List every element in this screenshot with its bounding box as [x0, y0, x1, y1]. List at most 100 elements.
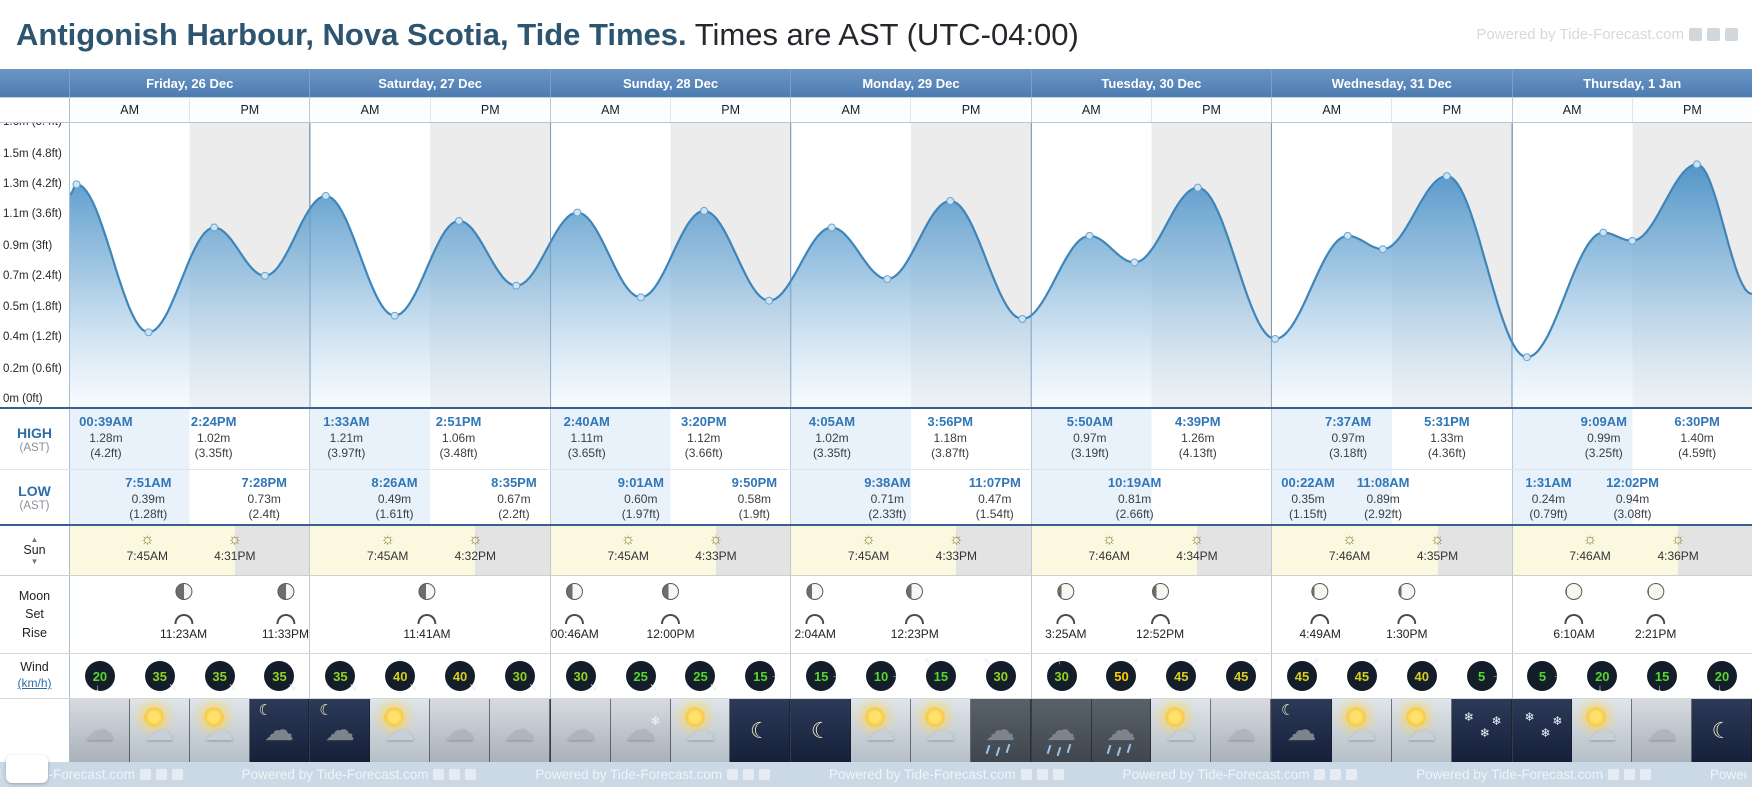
footer-powered-by-text[interactable]: Powered by Tide-Forecast.com: [1709, 767, 1746, 782]
sunrise-time: 7:46AM: [1569, 549, 1611, 563]
high-tide-entry: 2:24PM 1.02m (3.35ft): [191, 414, 237, 462]
high-tide-time: 00:39AM: [79, 414, 133, 429]
social-icon[interactable]: [1640, 769, 1652, 780]
y-axis-label: 0.9m (3ft): [3, 240, 53, 253]
high-tide-entry: 5:50AM 0.97m (3.19ft): [1067, 414, 1113, 462]
day-headers: Friday, 26 Dec Saturday, 27 Dec Sunday, 28…: [70, 69, 1752, 97]
y-axis-label: 0.7m (2.4ft): [3, 270, 62, 283]
low-tide-time: 7:28PM: [241, 475, 287, 490]
sun-day-cell: ☼ 7:45AM ☼ 4:31PM: [70, 526, 310, 575]
weather-icon-snow: ❄ ❄ ❄: [1512, 699, 1573, 762]
social-icon[interactable]: [171, 769, 183, 780]
wind-day-cell: 5 → 20 ↓ 15 ↓ 20 ↓: [1511, 654, 1752, 698]
weather-cells: ☁ ☁ ☁ ☾ ☁ ☾ ☁ ☁ ☁ ☁ ☁ ☁ ❄ ☁ ☾ ☾ ☁ ☁ ☁ ☁ ☁ ☁ ☁ ☾ ☁ ☁ ☁ ❄ ❄ ❄ ❄ ❄ ❄ ☁ ☁ ☾: [70, 699, 1752, 762]
moon-entry: 4:49AM: [1300, 583, 1341, 641]
weather-icon-sun-cloud: ☁: [1331, 699, 1392, 762]
footer-powered-by-link[interactable]: Powered by Tide-Forecast.com: [1123, 767, 1358, 782]
social-icon[interactable]: [1707, 28, 1720, 41]
wind-direction-arrow-icon: ↘: [288, 682, 297, 693]
footer-powered-by-link[interactable]: Powered by Tide-Forecast.com: [1416, 767, 1652, 782]
social-icon[interactable]: [1330, 769, 1342, 780]
social-icon[interactable]: [1624, 769, 1636, 780]
high-tide-time: 1:33AM: [323, 414, 370, 429]
social-icon[interactable]: [759, 769, 771, 780]
sunset-time: 4:36PM: [1657, 549, 1699, 563]
am-label: AM: [601, 103, 620, 117]
tide-curve: [69, 123, 1752, 407]
moon-entry: 2:04AM: [795, 583, 836, 641]
wind-direction-arrow-icon: ↑: [1056, 656, 1062, 667]
wind-speed-badge: 5 →: [1466, 661, 1502, 691]
wind-speed-badge: 15 →: [745, 661, 780, 691]
moon-time: 2:04AM: [794, 627, 836, 641]
social-icon[interactable]: [1036, 769, 1048, 780]
wind-direction-arrow-icon: ↓: [1717, 683, 1723, 694]
footer-powered-by-link[interactable]: Powered by Tide-Forecast.com: [535, 767, 771, 782]
weather-icon-moon: ☾: [730, 699, 791, 762]
footer-powered-by-link[interactable]: Powered by Tide-Forecast.com: [829, 767, 1064, 782]
powered-by-top[interactable]: Powered by Tide-Forecast.com: [1476, 26, 1738, 43]
high-tide-height-ft: (3.35ft): [812, 446, 851, 461]
day-header: Thursday, 1 Jan: [1511, 69, 1752, 97]
social-icon[interactable]: [465, 769, 477, 780]
footer-powered-by-link[interactable]: Powered by Tide-Forecast.com: [242, 767, 477, 782]
footer-powered-by-text[interactable]: Powered by Tide-Forecast.com: [1122, 767, 1310, 782]
weather-icon-sun-cloud: ☁: [1391, 699, 1452, 762]
wind-speed-value: 45: [1354, 668, 1370, 684]
low-tide-entry: 11:08AM 0.89m (2.92ft): [1357, 475, 1410, 523]
moon-phase-icon: [1647, 583, 1665, 600]
sun-icon: [1345, 707, 1366, 727]
wind-speed-badge: 25 ↘: [625, 661, 658, 693]
sunrise-icon: ☼: [139, 531, 155, 548]
footer-powered-by-text[interactable]: Powered by Tide-Forecast.com: [1416, 767, 1604, 782]
tide-point: [1599, 228, 1608, 237]
social-icon[interactable]: [743, 769, 755, 780]
social-icon[interactable]: [1020, 769, 1032, 780]
wind-speed-value: 15: [933, 668, 949, 684]
social-icon[interactable]: [139, 769, 151, 780]
tide-point: [260, 271, 269, 280]
weather-icon-rain: ☁: [970, 699, 1031, 762]
footer-powered-by-text[interactable]: Powered by Tide-Forecast.com: [828, 767, 1016, 782]
social-icon[interactable]: [155, 769, 167, 780]
social-icon[interactable]: [1314, 769, 1326, 780]
tide-point: [1442, 172, 1451, 180]
footer-powered-by-text[interactable]: Powered by Tide-Forecast.com: [241, 767, 429, 782]
social-icon[interactable]: [433, 769, 445, 780]
social-icon[interactable]: [1725, 28, 1738, 41]
weather-icon-cloud: ☁: [1211, 699, 1272, 762]
high-tide-time: 7:37AM: [1325, 414, 1372, 429]
social-icon[interactable]: [1608, 769, 1620, 780]
sunset-arrow-icon: ▼: [30, 557, 39, 567]
wind-day-cell: 45 ↗ 45 ↗ 40 ↗ 5 →: [1271, 654, 1511, 698]
footer-powered-by-text[interactable]: Powered by Tide-Forecast.com: [535, 767, 723, 782]
low-tide-time: 00:22AM: [1281, 475, 1335, 490]
social-icon[interactable]: [1052, 769, 1064, 780]
wind-day-cell: 30 ↑ 50 ↗ 45 ↗ 45 ↗: [1030, 654, 1271, 698]
tide-point: [1692, 160, 1701, 169]
wind-speed-badge: 40 ↘: [385, 661, 417, 693]
wind-unit-link[interactable]: (km/h): [17, 676, 52, 690]
pm-label: PM: [670, 98, 790, 122]
corner-button[interactable]: [6, 755, 48, 783]
wind-speed-value: 40: [452, 668, 468, 684]
moon-phase-icon: [906, 583, 924, 600]
wind-speed-badge: 45 ↗: [1287, 658, 1319, 691]
high-tide-entry: 1:33AM 1.21m (3.97ft): [323, 414, 369, 462]
social-icon[interactable]: [727, 769, 739, 780]
wind-speed-value: 10: [873, 668, 889, 684]
social-icon[interactable]: [1689, 28, 1702, 41]
social-icon[interactable]: [1346, 769, 1358, 780]
low-tide-entry: 9:38AM 0.71m (2.33ft): [864, 475, 910, 523]
low-tide-time: 12:02PM: [1606, 475, 1659, 490]
footer-powered-by-link[interactable]: Powered by Tide-Forecast.com: [1710, 767, 1746, 782]
sunrise-icon: ☼: [620, 531, 636, 548]
powered-by-top-text[interactable]: Powered by Tide-Forecast.com: [1476, 26, 1684, 43]
moon-icon: ☾: [810, 717, 831, 743]
y-axis-label: 0m (0ft): [3, 393, 43, 405]
day-header: Tuesday, 30 Dec: [1030, 69, 1271, 97]
low-tide-entry: 7:28PM 0.73m (2.4ft): [241, 475, 287, 523]
social-icon[interactable]: [449, 769, 461, 780]
sunset-time: 4:33PM: [935, 549, 978, 563]
day-header: Friday, 26 Dec: [146, 75, 234, 91]
